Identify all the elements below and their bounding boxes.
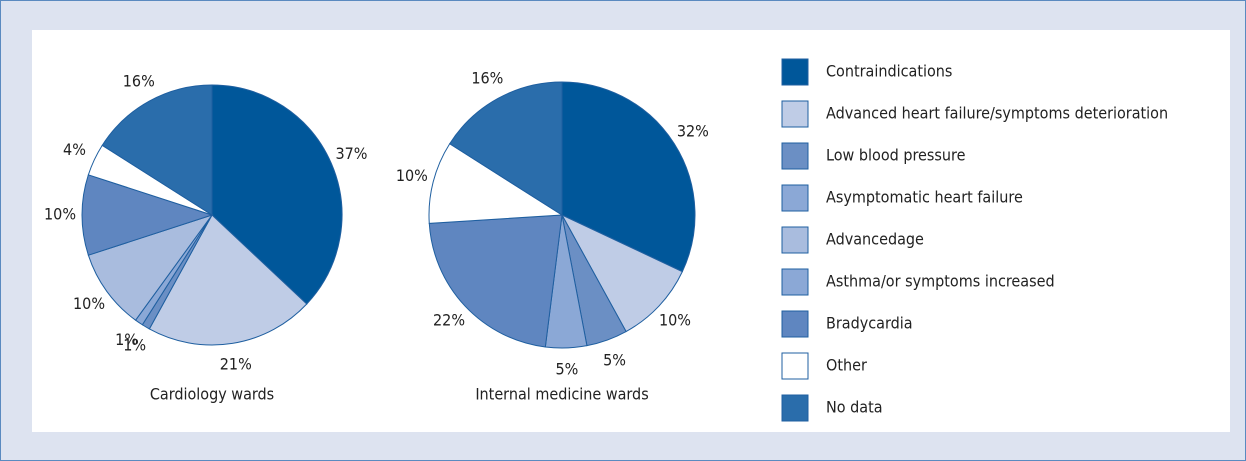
legend-swatch (781, 58, 809, 86)
legend-label: Low blood pressure (826, 146, 966, 165)
data-label: 10% (659, 311, 691, 330)
pie-slice (148, 214, 308, 346)
pie-slice (561, 81, 696, 273)
data-label: 10% (44, 205, 76, 224)
legend-label: Advancedage (826, 230, 924, 249)
data-label: 22% (433, 311, 465, 330)
pie-title: Cardiology wards (150, 385, 274, 404)
legend-swatch (781, 100, 809, 128)
data-label: 1% (123, 335, 146, 354)
pie-slice (81, 174, 214, 256)
legend-swatch (781, 184, 809, 212)
legend-swatch (781, 310, 809, 338)
legend-label: Other (826, 356, 867, 375)
data-label: 1% (115, 330, 138, 349)
legend-label: Advanced heart failure/symptoms deterior… (826, 104, 1168, 123)
legend-label: Bradycardia (826, 314, 913, 333)
legend-label: Contraindications (826, 62, 952, 81)
pie-slice (211, 84, 343, 305)
data-label: 32% (677, 121, 709, 140)
legend-label: Asthma/or symptoms increased (826, 272, 1055, 291)
pie-slice (560, 213, 684, 333)
data-label: 5% (603, 350, 626, 369)
data-label: 16% (471, 69, 503, 88)
pie-slice (449, 81, 563, 216)
data-label: 10% (73, 294, 105, 313)
pie-title: Internal medicine wards (475, 385, 648, 404)
legend-swatch (781, 142, 809, 170)
data-label: 5% (555, 359, 578, 378)
pie-slice (428, 214, 563, 348)
pie-slice (87, 214, 214, 321)
data-label: 21% (220, 355, 252, 374)
legend-swatch (781, 226, 809, 254)
legend-label: Asymptomatic heart failure (826, 188, 1023, 207)
pie-slice (101, 84, 213, 216)
data-label: 4% (63, 140, 86, 159)
legend-swatch (781, 268, 809, 296)
pie-slice (428, 143, 564, 224)
legend-label: No data (826, 398, 883, 417)
data-label: 37% (335, 144, 367, 163)
data-label: 16% (123, 71, 155, 90)
data-label: 10% (396, 166, 428, 185)
legend-swatch (781, 352, 809, 380)
legend-swatch (781, 394, 809, 422)
